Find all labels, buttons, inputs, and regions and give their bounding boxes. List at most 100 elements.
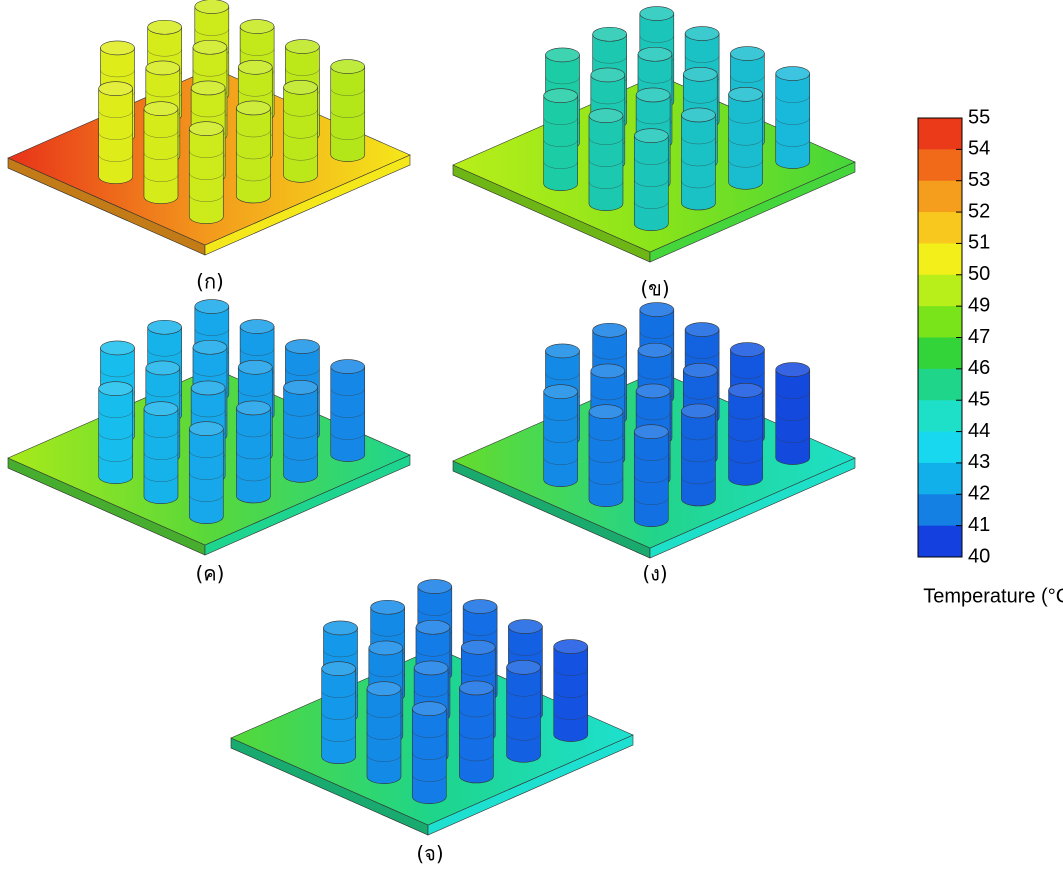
pin: [776, 74, 810, 169]
pin-top: [101, 341, 135, 355]
panel-label: (จ): [416, 842, 443, 866]
colorbar-tick-label: 41: [968, 514, 990, 536]
pin-top: [638, 47, 672, 61]
pin-top: [146, 61, 180, 75]
pin: [634, 136, 668, 231]
pin-top: [681, 108, 715, 122]
colorbar-band: [918, 400, 962, 432]
pin: [189, 129, 223, 224]
pin-top: [236, 101, 270, 115]
pin-top: [546, 344, 580, 358]
pin: [589, 116, 623, 211]
panel-label: (ก): [196, 270, 224, 294]
pin-top: [148, 320, 182, 334]
pin: [507, 667, 541, 762]
pin-top: [729, 87, 763, 101]
pin-top: [593, 323, 627, 337]
colorbar-tick-label: 52: [968, 200, 990, 222]
pin-top: [101, 41, 135, 55]
pin: [544, 392, 578, 487]
colorbar-tick-label: 43: [968, 451, 990, 473]
colorbar-band: [918, 243, 962, 275]
colorbar-tick-label: 54: [968, 138, 990, 160]
pin-top: [193, 340, 227, 354]
pin-top: [331, 60, 365, 74]
pin-top: [238, 360, 272, 374]
pin-top: [591, 68, 625, 82]
pin-top: [191, 81, 225, 95]
colorbar-tick-label: 51: [968, 232, 990, 254]
pin-top: [730, 343, 764, 357]
colorbar-tick-label: 40: [968, 545, 990, 567]
pin: [144, 409, 178, 504]
pin-top: [371, 600, 405, 614]
pin: [99, 389, 133, 484]
pin-top: [508, 620, 542, 634]
pin-top: [418, 580, 452, 594]
pin-top: [591, 364, 625, 378]
pin-top: [240, 20, 274, 34]
colorbar-band: [918, 432, 962, 464]
heat-sink: [453, 303, 855, 558]
pin-top: [99, 382, 133, 396]
figure: (ก) (ข) (ค) (ง) (จ) 55545352515049474645…: [0, 0, 1063, 870]
pin-top: [144, 102, 178, 116]
colorbar-band: [918, 275, 962, 307]
panel-label: (ค): [196, 562, 225, 586]
heat-sink: [231, 580, 633, 835]
pin-top: [634, 425, 668, 439]
colorbar-band: [918, 181, 962, 213]
pin: [634, 432, 668, 527]
pin-top: [284, 380, 318, 394]
colorbar-band: [918, 494, 962, 526]
pin-top: [729, 383, 763, 397]
colorbar-tick-label: 45: [968, 388, 990, 410]
pin-top: [331, 360, 365, 374]
colorbar-band: [918, 369, 962, 401]
pin-top: [638, 343, 672, 357]
pin-top: [683, 67, 717, 81]
pin: [681, 411, 715, 506]
heat-sink: [8, 0, 410, 255]
pin-top: [99, 82, 133, 96]
pin-top: [412, 702, 446, 716]
pin-top: [285, 340, 319, 354]
pin: [99, 89, 133, 184]
colorbar-band: [918, 306, 962, 338]
pin-top: [240, 320, 274, 334]
pin-top: [189, 122, 223, 136]
pin: [554, 647, 588, 742]
pin-top: [189, 422, 223, 436]
heat-sink: [453, 7, 855, 262]
pin-top: [193, 40, 227, 54]
colorbar-band: [918, 338, 962, 370]
colorbar-tick-label: 50: [968, 263, 990, 285]
pin: [367, 689, 401, 784]
pin-top: [640, 303, 674, 317]
pin-top: [589, 405, 623, 419]
pin: [459, 688, 493, 783]
pin-top: [367, 682, 401, 696]
pin-top: [322, 662, 356, 676]
pin-top: [636, 384, 670, 398]
pin: [412, 709, 446, 804]
pin-top: [776, 363, 810, 377]
pin-top: [461, 640, 495, 654]
pin-top: [459, 681, 493, 695]
pin-top: [589, 109, 623, 123]
colorbar-band: [918, 212, 962, 244]
pin: [189, 429, 223, 524]
colorbar-tick-label: 42: [968, 483, 990, 505]
pin-top: [546, 48, 580, 62]
pin-top: [636, 88, 670, 102]
pin-top: [324, 621, 358, 635]
pin-top: [640, 7, 674, 21]
panel-label: (ง): [642, 562, 667, 586]
pin-top: [507, 660, 541, 674]
pin-top: [685, 323, 719, 337]
colorbar-tick-label: 53: [968, 169, 990, 191]
pin-top: [776, 67, 810, 81]
pin-top: [554, 640, 588, 654]
pin: [144, 109, 178, 204]
pin-top: [544, 89, 578, 103]
